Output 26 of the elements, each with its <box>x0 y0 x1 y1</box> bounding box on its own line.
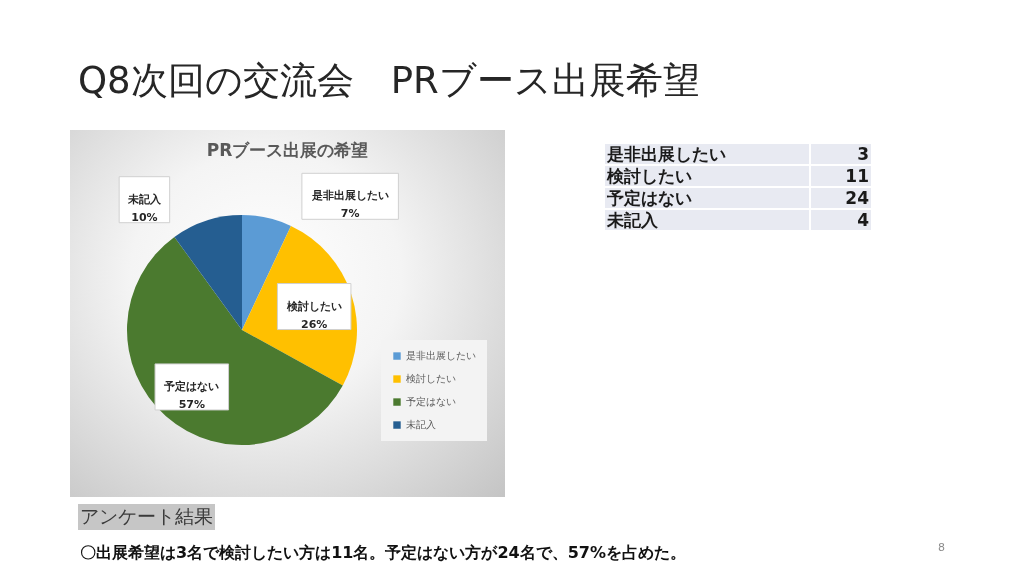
data-label: 11 <box>810 165 872 187</box>
data-label: 57% <box>178 397 205 411</box>
chart-subtitle: PRブース出展の希望 <box>206 140 369 160</box>
category-label: 未記入 <box>604 209 810 231</box>
category-label: 検討したい <box>604 165 810 187</box>
pie-slice <box>174 215 242 330</box>
data-label: 3 <box>810 143 872 165</box>
data-label: 10% <box>131 210 158 224</box>
slice-label: 是非出展したい <box>310 189 389 203</box>
data-label: 7% <box>340 207 360 221</box>
legend-label: 検討したい <box>406 373 456 385</box>
legend-label: 予定はない <box>406 396 456 408</box>
text: 8 <box>938 541 945 554</box>
category-label: 是非出展したい <box>604 143 810 165</box>
category-label: 予定はない <box>604 187 810 209</box>
slice-label: 予定はない <box>163 379 220 393</box>
data-label: 4 <box>810 209 872 231</box>
legend-label: 未記入 <box>406 419 436 431</box>
slice-label: 未記入 <box>126 192 162 206</box>
slice-label: 検討したい <box>285 299 342 313</box>
legend-label: 是非出展したい <box>406 350 476 362</box>
data-label: 24 <box>810 187 872 209</box>
text: 〇出展希望は3名で検討したい方は11名。予定はない方が24名で、57%を占めた。 <box>80 543 686 564</box>
chart-title: Q8次回の交流会 PRブース出展希望 <box>78 58 700 104</box>
text: アンケート結果 <box>78 504 215 530</box>
data-label: 26% <box>301 317 328 331</box>
